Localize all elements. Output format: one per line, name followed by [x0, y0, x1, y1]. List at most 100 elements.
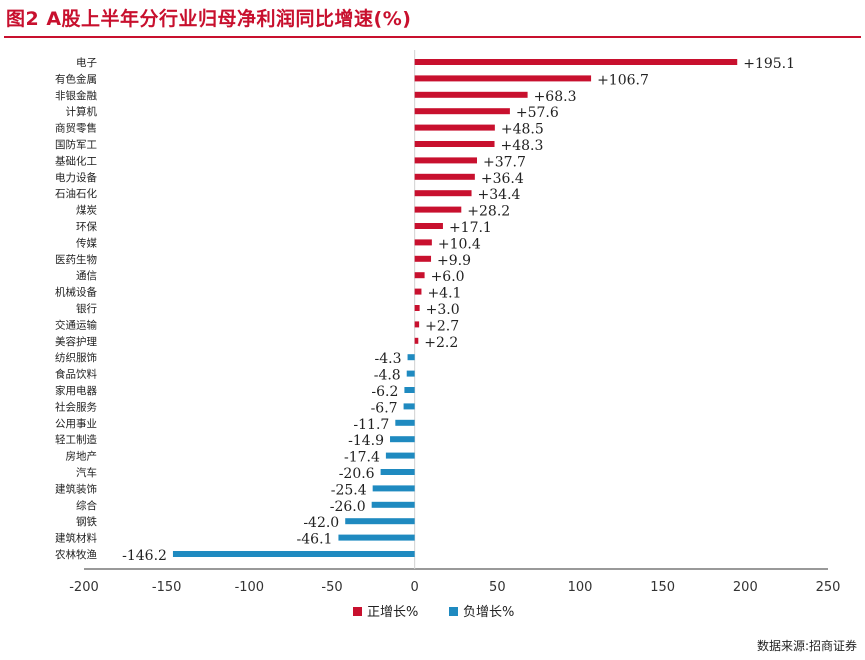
category-label: 建筑材料: [55, 532, 97, 545]
x-tick-label: 50: [489, 580, 506, 595]
value-label: +6.0: [431, 269, 465, 285]
x-tick-label: -100: [235, 580, 265, 595]
legend-swatch: [449, 607, 458, 616]
category-label: 纺织服饰: [55, 351, 97, 364]
value-label: -17.4: [344, 450, 380, 466]
chart-title: 图2 A股上半年分行业归母净利润同比增速(%): [6, 8, 412, 30]
value-label: +2.7: [425, 318, 459, 334]
bar: [380, 469, 415, 475]
x-tick-label: -150: [152, 580, 182, 595]
bar: [385, 452, 415, 459]
category-label: 国防军工: [55, 138, 97, 151]
bar: [414, 272, 425, 279]
category-label: 计算机: [66, 105, 98, 118]
bar: [414, 223, 443, 229]
value-label: +9.9: [437, 253, 471, 269]
bar: [407, 354, 415, 361]
bar: [371, 501, 415, 508]
value-label: -146.2: [122, 548, 167, 564]
category-label: 建筑装饰: [55, 482, 97, 495]
category-label: 食品饮料: [55, 368, 97, 381]
value-label: +68.3: [534, 89, 577, 105]
category-label: 机械设备: [55, 286, 97, 299]
bar: [414, 321, 420, 328]
bar: [390, 436, 415, 443]
value-label: -26.0: [330, 499, 366, 515]
category-label: 银行: [76, 302, 97, 315]
value-label: +195.1: [743, 56, 795, 72]
category-label: 医药生物: [55, 253, 97, 266]
value-label: +4.1: [427, 286, 461, 302]
bar: [403, 403, 415, 410]
bar: [414, 288, 422, 295]
value-label: -11.7: [353, 417, 389, 433]
bar: [414, 255, 432, 262]
data-source: 数据来源:招商证券: [756, 639, 857, 653]
value-label: +3.0: [426, 302, 460, 318]
category-label: 综合: [76, 499, 97, 512]
category-label: 电子: [76, 56, 97, 69]
category-label: 轻工制造: [55, 433, 97, 446]
x-tick-label: 150: [650, 580, 675, 595]
value-label: +17.1: [449, 220, 492, 236]
category-label: 有色金属: [55, 72, 97, 85]
bar: [338, 534, 415, 541]
category-label: 美容护理: [55, 335, 97, 348]
x-tick-label: -50: [321, 580, 342, 595]
legend-label: 正增长%: [367, 605, 418, 620]
bar: [414, 108, 510, 115]
category-label: 公用事业: [55, 417, 97, 430]
value-label: +48.3: [501, 138, 544, 154]
x-tick-label: 0: [411, 580, 419, 595]
value-label: +2.2: [424, 335, 458, 351]
title-divider: [4, 36, 861, 38]
bar: [414, 91, 528, 98]
category-label: 交通运输: [55, 318, 97, 331]
x-tick-label: 100: [568, 580, 593, 595]
category-label: 社会服务: [55, 400, 97, 413]
category-label: 基础化工: [55, 154, 97, 167]
value-label: -6.2: [371, 384, 398, 400]
category-label: 商贸零售: [55, 122, 97, 135]
category-label: 传媒: [76, 236, 97, 249]
category-label: 汽车: [76, 466, 97, 479]
bar: [414, 75, 592, 82]
bar: [395, 419, 415, 426]
category-label: 家用电器: [55, 384, 97, 397]
legend-swatch: [353, 607, 362, 616]
x-tick-label: -200: [69, 580, 99, 595]
value-label: -4.8: [374, 368, 401, 384]
value-label: +34.4: [478, 187, 521, 203]
category-label: 电力设备: [55, 171, 97, 184]
value-label: -6.7: [371, 400, 398, 416]
value-label: +37.7: [483, 154, 526, 170]
bar: [414, 141, 495, 147]
bar: [414, 305, 420, 311]
category-label: 非银金融: [55, 89, 97, 102]
value-label: +48.5: [501, 122, 544, 138]
value-label: +106.7: [597, 72, 649, 88]
bar: [414, 190, 472, 197]
bar: [404, 387, 415, 393]
bar: [414, 157, 477, 164]
bar: [345, 518, 415, 525]
bar: [414, 59, 738, 65]
value-label: +10.4: [438, 236, 481, 252]
bar: [372, 485, 415, 492]
bar: [406, 370, 415, 377]
legend-label: 负增长%: [463, 605, 514, 620]
x-tick-label: 200: [733, 580, 758, 595]
category-label: 环保: [76, 220, 97, 233]
bar: [414, 337, 419, 344]
bar: [414, 124, 495, 131]
value-label: +28.2: [467, 204, 510, 220]
value-label: -46.1: [297, 532, 333, 548]
category-label: 农林牧渔: [55, 548, 97, 561]
value-label: -4.3: [375, 351, 402, 367]
category-label: 钢铁: [76, 515, 97, 528]
category-label: 通信: [76, 270, 97, 282]
value-label: -20.6: [339, 466, 375, 482]
category-label: 石油石化: [55, 187, 97, 200]
bar: [414, 173, 475, 180]
value-label: -42.0: [303, 515, 339, 531]
